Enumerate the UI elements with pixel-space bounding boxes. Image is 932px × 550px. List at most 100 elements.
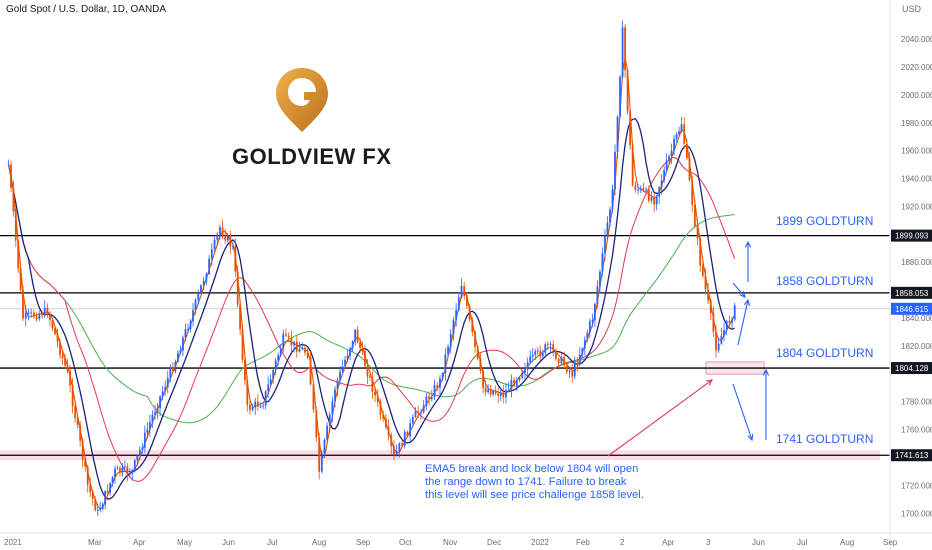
y-tick-label: 1920.000: [901, 202, 932, 211]
candle-body: [234, 246, 237, 272]
candle-body: [425, 396, 428, 406]
candle-body: [565, 365, 568, 372]
candle-body: [320, 453, 323, 472]
candle-body: [479, 358, 482, 371]
candle-body: [64, 358, 66, 366]
candle-body: [61, 354, 64, 359]
price-tag-box: [891, 229, 932, 242]
x-tick-label: 3: [706, 538, 711, 547]
candle-body: [645, 189, 648, 191]
candle-body: [581, 348, 584, 355]
candle-body: [390, 435, 393, 447]
candle-body: [159, 396, 161, 409]
candle-body: [249, 404, 251, 410]
candle-body: [256, 401, 259, 407]
logo-wordmark: GOLDVIEW FX: [232, 144, 392, 170]
candle-body: [187, 329, 189, 331]
arrow-up-ext-head: [739, 291, 746, 298]
candle-body: [449, 334, 452, 347]
candle-body: [91, 491, 94, 500]
candle-body: [487, 389, 490, 393]
candle-body: [30, 312, 33, 314]
candle-body: [544, 344, 547, 353]
candle-body: [624, 27, 626, 71]
candle-body: [606, 222, 609, 236]
candle-body: [374, 391, 376, 396]
candle-body: [200, 285, 202, 294]
candle-body: [539, 350, 542, 357]
y-tick-label: 1820.000: [901, 342, 932, 351]
candle-body: [254, 401, 257, 408]
candle-body: [518, 377, 521, 380]
x-tick-label: Aug: [312, 538, 326, 547]
x-tick-label: Jun: [222, 538, 235, 547]
candle-body: [384, 418, 387, 428]
candle-body: [441, 373, 444, 379]
candle-body: [507, 389, 510, 391]
candle-body: [344, 359, 346, 367]
candle-body: [298, 348, 301, 352]
candle-body: [76, 418, 79, 425]
candle-body: [279, 348, 282, 356]
candle-body: [637, 189, 639, 191]
candle-body: [71, 385, 74, 407]
candle-body: [106, 491, 109, 493]
candle-body: [205, 273, 208, 281]
y-tick-label: 1840.000: [901, 314, 932, 323]
candle-body: [531, 354, 534, 357]
candle-body: [568, 370, 571, 372]
candle-body: [202, 280, 205, 286]
analysis-note: EMA5 break and lock below 1804 will open…: [425, 463, 644, 501]
candle-body: [578, 354, 581, 365]
candle-body: [133, 460, 136, 471]
candle-body: [376, 395, 379, 402]
candle-body: [148, 422, 151, 430]
candle-body: [32, 312, 35, 317]
candle-body: [51, 319, 54, 329]
x-tick-label: Mar: [88, 538, 102, 547]
candle-body: [216, 234, 219, 240]
candle-body: [639, 188, 642, 190]
candle-body: [552, 344, 555, 351]
candle-body: [571, 370, 574, 377]
x-tick-label: 2022: [531, 538, 549, 547]
candle-body: [510, 379, 513, 390]
candle-body: [96, 509, 99, 511]
candle-body: [398, 443, 401, 452]
candle-body: [86, 466, 89, 485]
candle-body: [546, 344, 549, 346]
candle-body: [701, 265, 704, 276]
candle-body: [189, 321, 192, 330]
candle-body: [420, 412, 422, 414]
candle-body: [621, 27, 624, 77]
candle-body: [164, 387, 167, 392]
candle-body: [712, 313, 715, 332]
candle-body: [492, 391, 495, 395]
candle-body: [631, 145, 634, 186]
candle-body: [557, 358, 560, 364]
candle-body: [476, 346, 479, 359]
x-tick-label: Sep: [883, 538, 898, 547]
candle-body: [513, 379, 515, 386]
candle-body: [529, 356, 532, 363]
candle-body: [290, 337, 293, 346]
candle-body: [221, 227, 224, 236]
candle-body: [171, 367, 174, 371]
candle-body: [484, 387, 487, 393]
candle-body: [436, 385, 439, 388]
candle-body: [614, 152, 616, 190]
candle-body: [715, 331, 717, 351]
candle-body: [151, 414, 154, 423]
candle-body: [341, 366, 344, 372]
candle-body: [616, 116, 619, 153]
candle-body: [634, 185, 637, 190]
candle-body: [251, 407, 254, 410]
candle-body: [236, 271, 239, 305]
candle-body: [650, 197, 653, 201]
candle-body: [731, 319, 733, 323]
candle-body: [66, 365, 69, 372]
candle-body: [366, 365, 369, 377]
candle-body: [229, 235, 232, 247]
candle-body: [683, 124, 686, 144]
